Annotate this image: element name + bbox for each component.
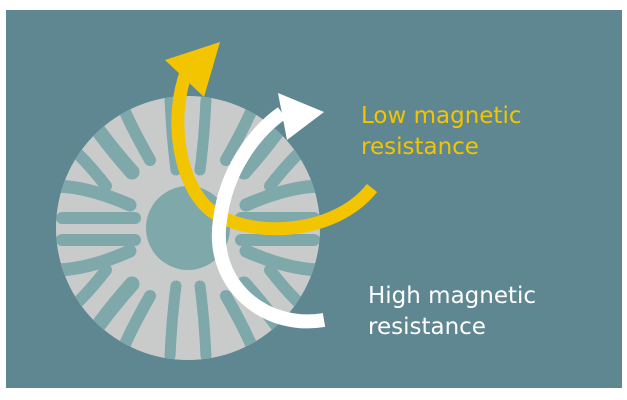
low-resistance-label-line1: Low magnetic [361,103,522,129]
high-resistance-label-line2: resistance [368,314,486,340]
low-resistance-label: Low magnetic resistance [361,101,521,163]
low-resistance-arrow [165,42,378,236]
low-resistance-label-line2: resistance [361,134,479,160]
high-resistance-label-line1: High magnetic [368,283,537,309]
high-resistance-arrow [211,93,326,329]
high-resistance-label: High magnetic resistance [368,281,536,343]
